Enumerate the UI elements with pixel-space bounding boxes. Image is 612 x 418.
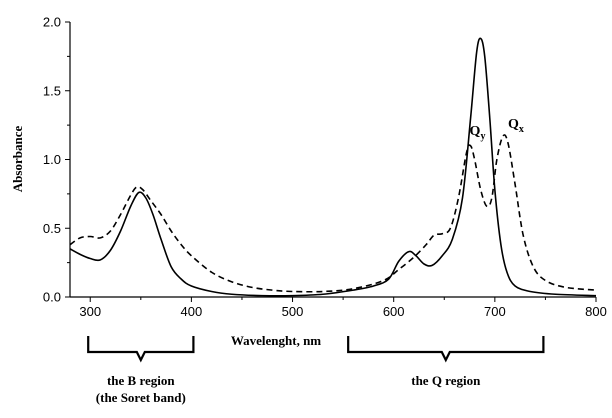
y-tick-label: 2.0 [43, 15, 61, 30]
dashed-series-line [69, 134, 597, 293]
x-tick-label: 500 [282, 304, 304, 319]
ticks-layer: 300 400 500 600 700 800 0.0 0.5 1.0 1.5 2.0 [43, 15, 607, 320]
x-tick-label: 600 [383, 304, 405, 319]
x-tick-label: 800 [585, 304, 607, 319]
region-bracket [347, 336, 545, 363]
region-bracket [87, 336, 195, 363]
x-axis-title: Wavelenght, nm [231, 333, 321, 348]
region-label: the Q region [411, 373, 481, 388]
axes-layer [69, 22, 596, 298]
y-tick-label: 0.5 [43, 221, 61, 236]
annotations-layer: Qy Qx [470, 117, 524, 142]
solid-series-line [69, 37, 597, 297]
regions-layer: the B region (the Soret band) the Q region [87, 336, 545, 405]
y-tick-label: 1.5 [43, 83, 61, 98]
x-tick-label: 700 [484, 304, 506, 319]
region-label: the B region [107, 373, 175, 388]
y-tick-label: 0.0 [43, 290, 61, 305]
x-tick-label: 300 [79, 304, 101, 319]
y-axis-title: Absorbance [10, 126, 25, 193]
series-layer [69, 37, 597, 297]
region-label: (the Soret band) [96, 390, 186, 405]
q-band-label: Qy [470, 124, 486, 142]
q-band-label: Qx [508, 117, 524, 135]
x-tick-label: 400 [181, 304, 203, 319]
y-tick-label: 1.0 [43, 152, 61, 167]
